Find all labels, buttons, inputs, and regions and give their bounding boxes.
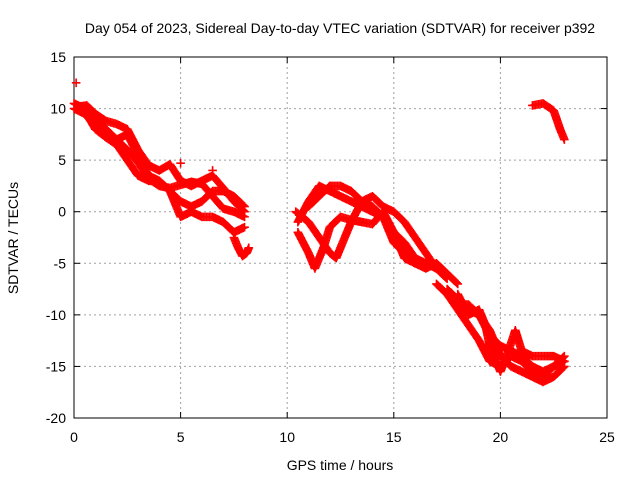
x-tick-label: 20	[493, 429, 509, 445]
plot-frame	[73, 56, 608, 419]
chart-title: Day 054 of 2023, Sidereal Day-to-day VTE…	[85, 20, 595, 36]
data-point	[240, 207, 249, 217]
data-point	[240, 222, 249, 232]
data-point	[239, 206, 248, 215]
data-points	[69, 78, 569, 387]
y-tick-label: 0	[58, 204, 66, 220]
x-tick-label: 25	[599, 429, 615, 445]
data-point	[558, 363, 568, 372]
data-point	[560, 362, 569, 371]
data-point	[560, 135, 569, 144]
x-tick-labels: 0 5 10 15 20 25	[70, 429, 615, 445]
y-tick-label: 5	[58, 152, 66, 168]
data-point	[244, 243, 254, 253]
y-tick-label: -20	[46, 410, 66, 426]
x-tick-label: 0	[70, 429, 78, 445]
outlier-point	[208, 166, 217, 175]
data-point	[452, 278, 461, 288]
y-tick-label: -10	[46, 307, 66, 323]
grid-lines	[74, 57, 607, 418]
outlier-point	[71, 78, 81, 88]
x-tick-label: 15	[386, 429, 402, 445]
outlier-point	[176, 158, 185, 168]
y-tick-label: -15	[46, 358, 66, 374]
x-tick-label: 10	[279, 429, 295, 445]
data-point	[453, 279, 463, 289]
x-tick-label: 5	[177, 429, 185, 445]
axis-ticks	[73, 56, 608, 419]
y-tick-label: -5	[54, 255, 67, 271]
y-tick-labels: -20 -15 -10 -5 0 5 10 15	[46, 49, 66, 426]
y-axis-title: SDTVAR / TECUs	[5, 182, 21, 294]
y-tick-label: 15	[50, 49, 66, 65]
y-tick-label: 10	[50, 101, 66, 117]
x-axis-title: GPS time / hours	[287, 457, 394, 473]
